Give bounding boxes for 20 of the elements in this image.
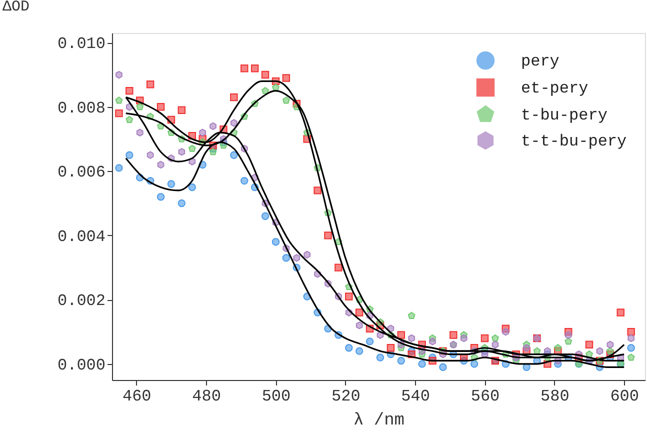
legend-label: et-pery [521, 80, 589, 98]
legend-label: t-t-bu-pery [521, 132, 628, 150]
x-tick-label: 600 [610, 388, 640, 406]
x-tick-label: 560 [470, 388, 500, 406]
x-tick-label: 500 [262, 388, 291, 406]
legend-label: t-bu-pery [521, 106, 608, 124]
y-tick-label: 0.008 [57, 99, 106, 118]
y-tick-label: 0.002 [57, 292, 106, 310]
x-axis-title: λ /nm [353, 412, 405, 430]
x-tick-label: 460 [122, 388, 152, 406]
y-tick-label: 0.004 [57, 228, 106, 246]
x-tick-label: 580 [540, 388, 570, 406]
x-tick-label: 540 [401, 388, 430, 406]
x-tick-label: 480 [192, 388, 221, 406]
y-tick-label: 0.010 [57, 35, 106, 54]
y-tick-label: 0.000 [57, 356, 106, 374]
legend-label: pery [521, 52, 560, 70]
y-tick-label: 0.006 [57, 164, 106, 182]
x-tick-label: 520 [332, 388, 360, 406]
y-axis-title: ΔOD [2, 0, 30, 16]
